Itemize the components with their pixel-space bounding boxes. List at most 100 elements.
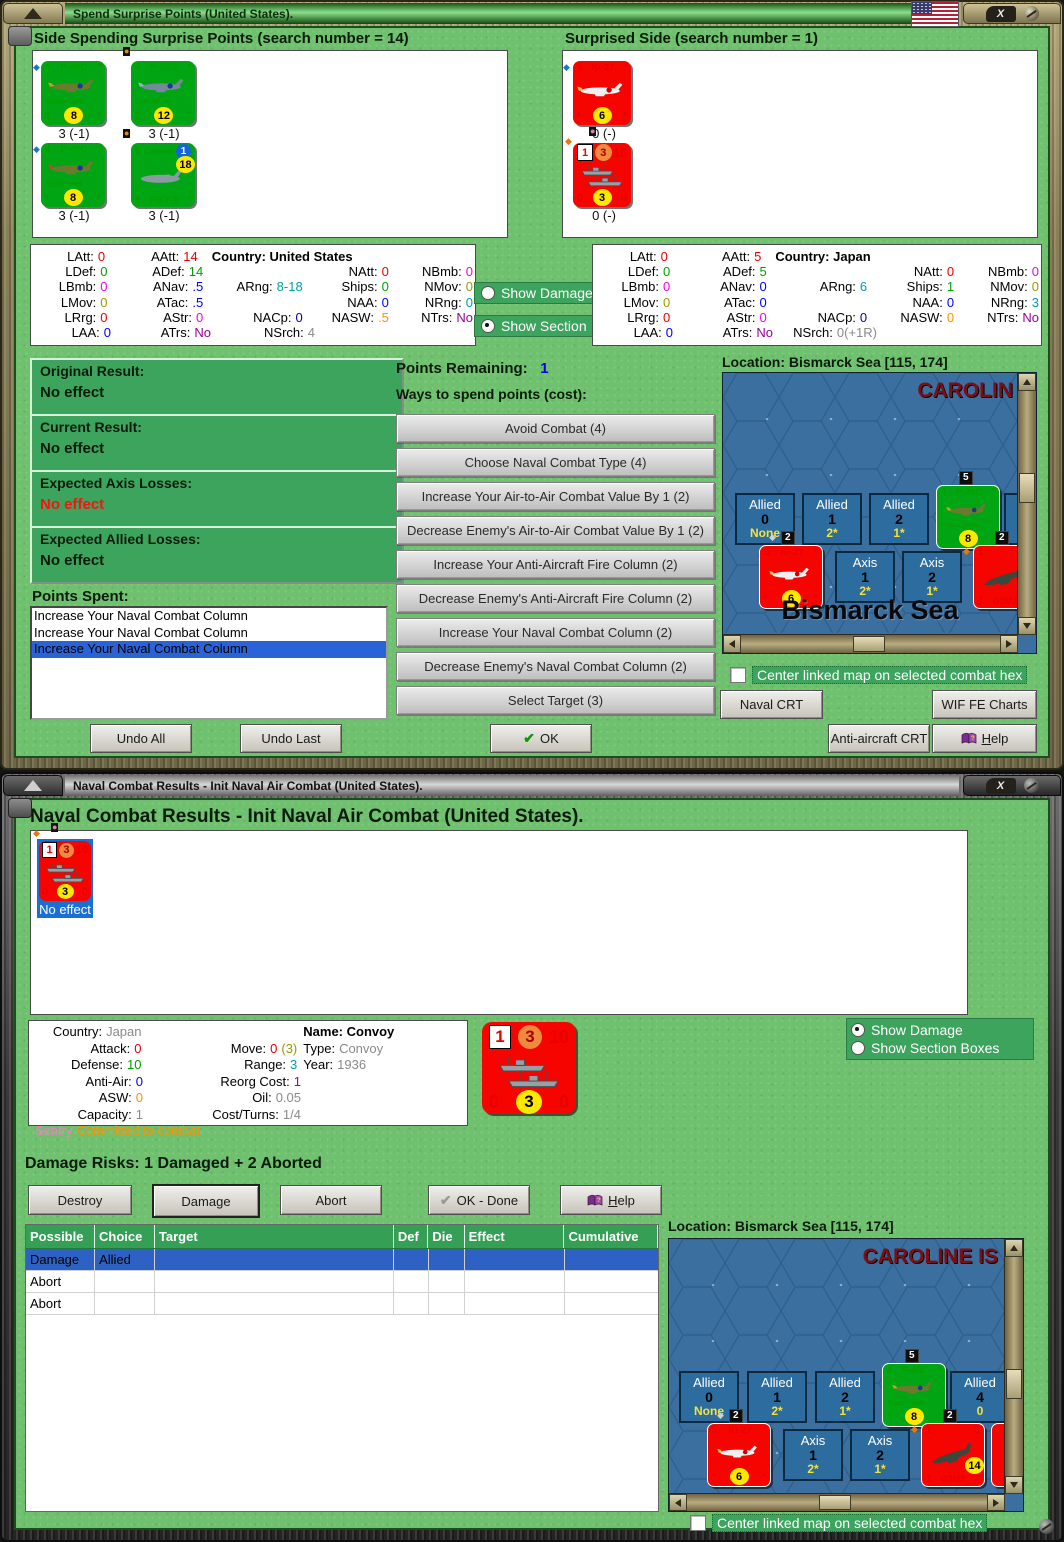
map-stack-allied-4[interactable]: Allied 4 0 [950,1371,1004,1423]
decrease-enemy-air-to-air-button[interactable]: Decrease Enemy's Air-to-Air Combat Value… [396,516,715,545]
scrollbar-thumb[interactable] [1006,1369,1022,1399]
help-button[interactable]: ? Help [560,1185,662,1215]
map-stack-allied-1[interactable]: Allied 1 2* [802,493,862,545]
unit-counter-catalina[interactable]: 0 Catalina 1 18 1 PBY-1 * [131,143,195,207]
stat-ldef: LDef: 0 [627,264,671,280]
current-result-panel: Current Result: No effect [30,414,404,472]
map-stack-axis-1[interactable]: Axis 1 2* [835,551,895,603]
stat-natt: NAtt: 0 [913,264,955,280]
anti-aircraft-crt-button[interactable]: Anti-aircraft CRT [828,724,930,753]
stat-ldef: LDef: 0 [65,264,108,280]
wif-fe-charts-button[interactable]: WIF FE Charts [932,690,1037,719]
scroll-up-button[interactable] [1018,373,1036,391]
map-counter-p40c[interactable]: 4 P-40C * Tomahawk * 8 * [882,1363,946,1427]
table-row[interactable]: Abort [26,1293,658,1315]
table-row-selected[interactable]: Damage Allied [26,1249,658,1271]
map-stack-allied-0[interactable]: Allied 0 None [735,493,795,545]
map-counter-ki27[interactable]: 5 Ki-27 * * 6 * [759,545,823,609]
list-item-selected[interactable]: Increase Your Naval Combat Column [32,641,386,658]
unit-counter-p40c-2[interactable]: 4 P-40C * Tomahawk * 8 * [41,143,105,207]
fighter-plane-icon [769,567,809,580]
help-button[interactable]: ? Help [932,724,1037,753]
undo-all-button[interactable]: Undo All [90,724,192,753]
info-oil: Oil: 0.05 [252,1090,301,1105]
avoid-combat-button[interactable]: Avoid Combat (4) [396,414,715,443]
damage-button[interactable]: Damage [152,1184,260,1218]
center-map-checkbox[interactable]: Center linked map on selected combat hex [690,1514,988,1532]
side-spending-title: Side Spending Surprise Points (search nu… [34,30,409,47]
info-antiair: Anti-Air: 0 [85,1073,143,1089]
map-viewport[interactable]: CAROLINE IS Allied 0 None Allied 1 2* Allied… [669,1239,1004,1493]
spend-surprise-points-window: Spend Surprise Points (United States). X… [0,0,1064,770]
increase-your-air-to-air-button[interactable]: Increase Your Air-to-Air Combat Value By… [396,482,715,511]
map-stack-axis-2[interactable]: Axis 2 1* [850,1429,910,1481]
unit-counter-p40c[interactable]: 4 P-40C * Tomahawk 1 8 * [41,61,105,125]
scroll-down-button[interactable] [1005,1476,1023,1494]
stat-arng: ARng: 6 [819,279,868,295]
scroll-right-button[interactable] [987,1494,1005,1511]
map-stack-allied-1[interactable]: Allied 1 2* [747,1371,807,1423]
table-row[interactable]: Abort [26,1271,658,1293]
damage-risks-heading: Damage Risks: 1 Damaged + 2 Aborted [25,1155,322,1172]
map-vertical-scrollbar[interactable] [1017,373,1036,635]
fighter-plane-icon [138,78,184,93]
scrollbar-thumb[interactable] [819,1495,851,1510]
map-stack-allied-2[interactable]: Allied 2 1* [869,493,929,545]
map-vertical-scrollbar[interactable] [1004,1239,1023,1494]
choose-naval-combat-type-button[interactable]: Choose Naval Combat Type (4) [396,448,715,477]
naval-crt-button[interactable]: Naval CRT [720,690,823,719]
abort-button[interactable]: Abort [280,1185,382,1215]
center-map-checkbox[interactable]: Center linked map on selected combat hex [730,666,1028,684]
unit-counter-p38g[interactable]: 6 P-38G * Lightning 2 12 * [131,61,195,125]
close-icon[interactable]: X [985,777,1016,794]
scroll-down-button[interactable] [1018,617,1036,635]
map-stack-allied-2[interactable]: Allied 2 1* [815,1371,875,1423]
stat-lmov: LMov: 0 [623,294,671,310]
unit-counter-ki27[interactable]: 5 Ki-27 * * 6 * [573,61,631,125]
list-item[interactable]: Increase Your Naval Combat Column [34,608,248,623]
undo-last-button[interactable]: Undo Last [240,724,342,753]
decrease-enemy-naval-column-button[interactable]: Decrease Enemy's Naval Combat Column (2) [396,652,715,681]
scroll-up-button[interactable] [1005,1239,1023,1257]
map-counter-p40c[interactable]: 4 P-40C * Tomahawk * 8 * [936,485,1000,549]
scroll-right-button[interactable] [1000,635,1018,653]
map-viewport[interactable]: CAROLIN Allied 0 None Allied 1 2* Allied 2 1* … [723,373,1017,633]
map-horizontal-scrollbar[interactable] [723,634,1018,653]
show-damage-radio[interactable]: Show Damage [474,282,604,304]
increase-your-aa-fire-button[interactable]: Increase Your Anti-Aircraft Fire Column … [396,550,715,579]
scrollbar-thumb[interactable] [1019,473,1035,503]
scrollbar-thumb[interactable] [853,636,885,652]
list-item[interactable]: Increase Your Naval Combat Column [34,624,248,640]
map-stack-axis-2[interactable]: Axis 2 1* [902,551,962,603]
stat-nmov: NMov: 0 [990,279,1039,295]
map-counter-ki27[interactable]: 5 Ki-27 * * 6 * [707,1423,771,1487]
map-stack-axis-1[interactable]: Axis 1 2* [783,1429,843,1481]
titlebar: Naval Combat Results - Init Naval Air Co… [3,775,1061,796]
ok-button[interactable]: ✔ OK [490,724,592,753]
map-horizontal-scrollbar[interactable] [669,1493,1005,1511]
show-section-radio[interactable]: Show Section [474,315,604,337]
map-stack-allied-0[interactable]: Allied 0 None [679,1371,739,1423]
decrease-enemy-aa-fire-button[interactable]: Decrease Enemy's Anti-Aircraft Fire Colu… [396,584,715,613]
destroy-button[interactable]: Destroy [28,1185,132,1215]
show-section-boxes-radio[interactable]: Show Section Boxes [851,1039,1029,1057]
info-country: Country: Japan [52,1024,142,1039]
scroll-left-button[interactable] [723,635,741,653]
scroll-left-button[interactable] [669,1494,687,1511]
close-icon[interactable]: X [985,5,1016,22]
map-counter-partial[interactable] [991,1423,1004,1487]
increase-your-naval-column-button[interactable]: Increase Your Naval Combat Column (2) [396,618,715,647]
info-defense: Defense: 10 [70,1057,142,1072]
ok-done-button[interactable]: ✔ OK - Done [428,1185,530,1215]
show-damage-radio[interactable]: Show Damage [851,1021,1029,1039]
minimize-button[interactable] [3,3,63,24]
select-target-button[interactable]: Select Target (3) [396,686,715,715]
minimize-button[interactable] [3,775,63,796]
